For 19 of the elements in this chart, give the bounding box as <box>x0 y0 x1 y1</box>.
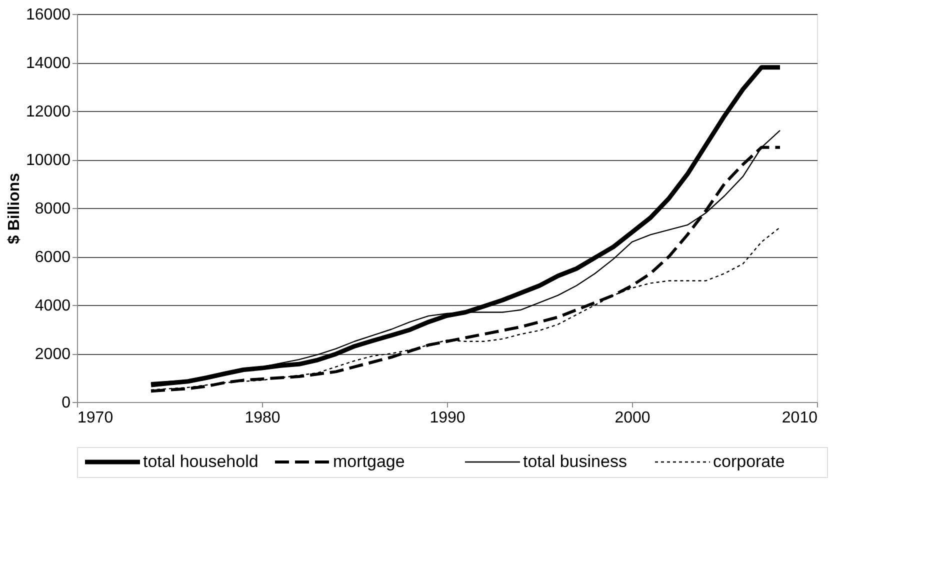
legend-label: corporate <box>713 452 785 471</box>
legend-label: total household <box>143 452 258 471</box>
y-tick-label: 0 <box>62 394 71 412</box>
legend-label: total business <box>523 452 627 471</box>
legend-label: mortgage <box>333 452 405 471</box>
y-tick-label: 14000 <box>26 55 71 72</box>
y-tick-label: 6000 <box>34 249 71 266</box>
x-tick-label: 2000 <box>614 410 650 426</box>
x-tick-label: 1970 <box>78 410 114 426</box>
y-tick-label: 2000 <box>34 346 71 363</box>
y-tick-label: 16000 <box>26 6 71 24</box>
y-tick-label: 4000 <box>34 298 71 314</box>
y-tick-label: 12000 <box>26 104 71 120</box>
y-axis-title: $ Billions <box>6 172 24 244</box>
x-tick-label: 1990 <box>430 410 466 426</box>
x-tick-label: 2010 <box>782 410 818 426</box>
x-tick-label: 1980 <box>244 410 280 426</box>
y-tick-label: 10000 <box>26 152 71 169</box>
y-tick-label: 8000 <box>34 200 71 218</box>
